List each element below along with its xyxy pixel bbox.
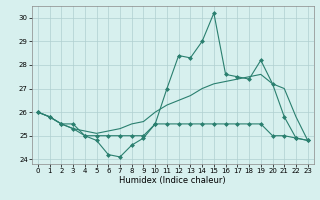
X-axis label: Humidex (Indice chaleur): Humidex (Indice chaleur)	[119, 176, 226, 185]
